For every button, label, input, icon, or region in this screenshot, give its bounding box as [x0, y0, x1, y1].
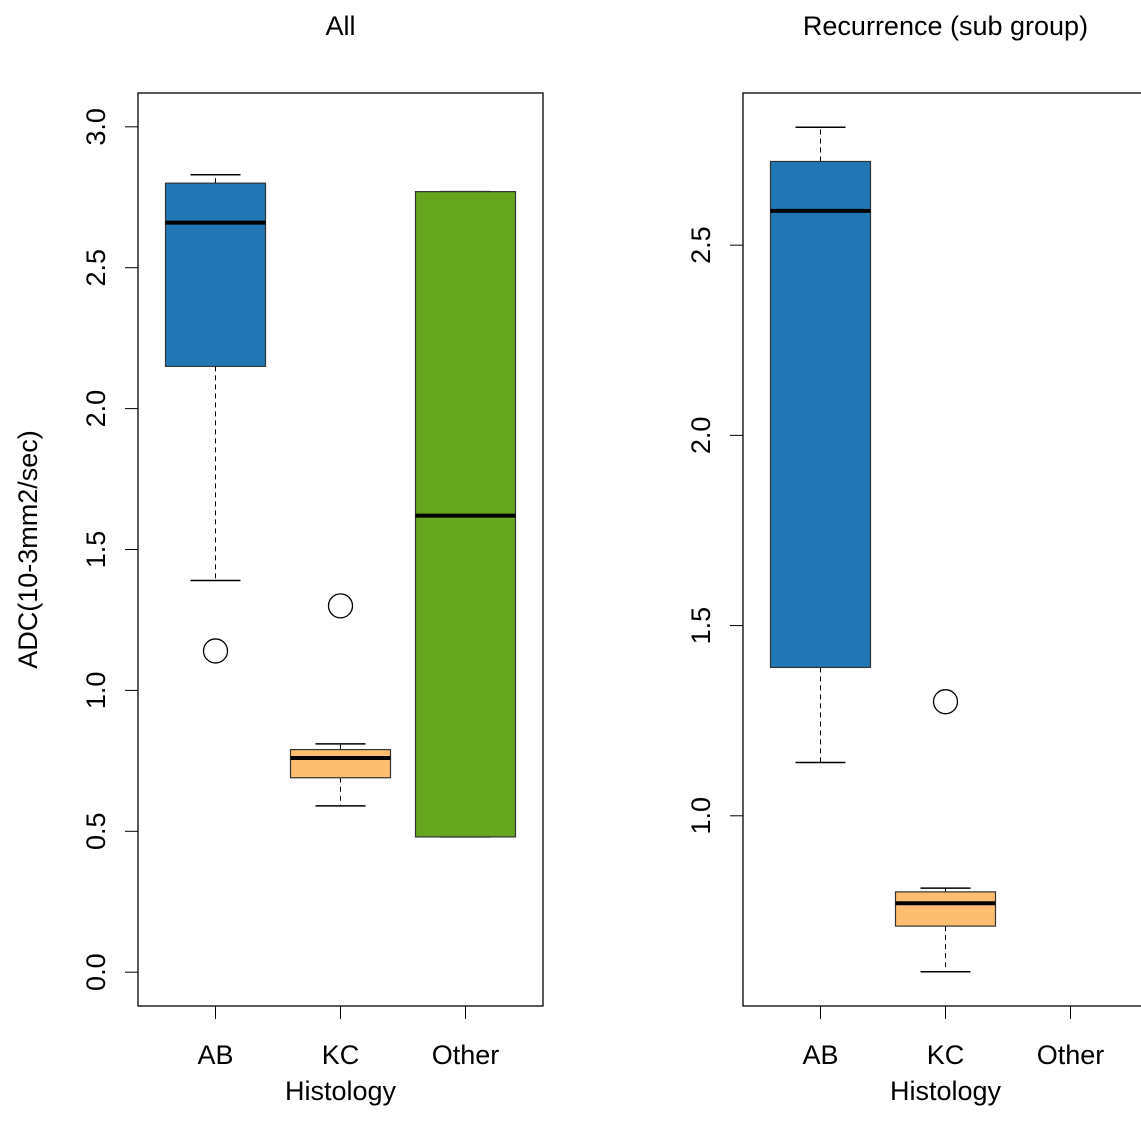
y-tick-label: 1.0 — [686, 797, 716, 835]
y-axis-label: ADC(10-3mm2/sec) — [13, 430, 43, 669]
x-tick-label: KC — [927, 1040, 965, 1070]
box — [289, 748, 392, 779]
x-tick-label: AB — [197, 1040, 233, 1070]
x-tick-label: KC — [322, 1040, 360, 1070]
x-axis-label: Histology — [285, 1076, 397, 1106]
y-tick-label: 2.0 — [81, 390, 111, 428]
outlier — [932, 689, 959, 715]
box — [164, 182, 267, 367]
chart-title: All — [325, 11, 355, 41]
y-tick-label: 0.0 — [81, 953, 111, 991]
plot-frame — [742, 92, 1141, 1007]
box — [769, 160, 872, 669]
y-tick-label: 1.5 — [81, 531, 111, 569]
box — [894, 891, 997, 927]
x-tick-label: AB — [802, 1040, 838, 1070]
x-tick-label: Other — [432, 1040, 500, 1070]
plot-frame — [137, 92, 544, 1007]
y-tick-label: 1.5 — [686, 607, 716, 645]
chart-title: Recurrence (sub group) — [803, 11, 1088, 41]
x-tick-label: Other — [1037, 1040, 1105, 1070]
y-tick-label: 2.5 — [81, 249, 111, 287]
y-tick-label: 0.5 — [81, 813, 111, 851]
y-tick-label: 2.5 — [686, 226, 716, 264]
y-tick-label: 1.0 — [81, 672, 111, 710]
outlier — [327, 593, 354, 619]
y-tick-label: 2.0 — [686, 417, 716, 455]
x-axis-label: Histology — [890, 1076, 1002, 1106]
y-tick-label: 3.0 — [81, 108, 111, 146]
outlier — [202, 638, 229, 664]
